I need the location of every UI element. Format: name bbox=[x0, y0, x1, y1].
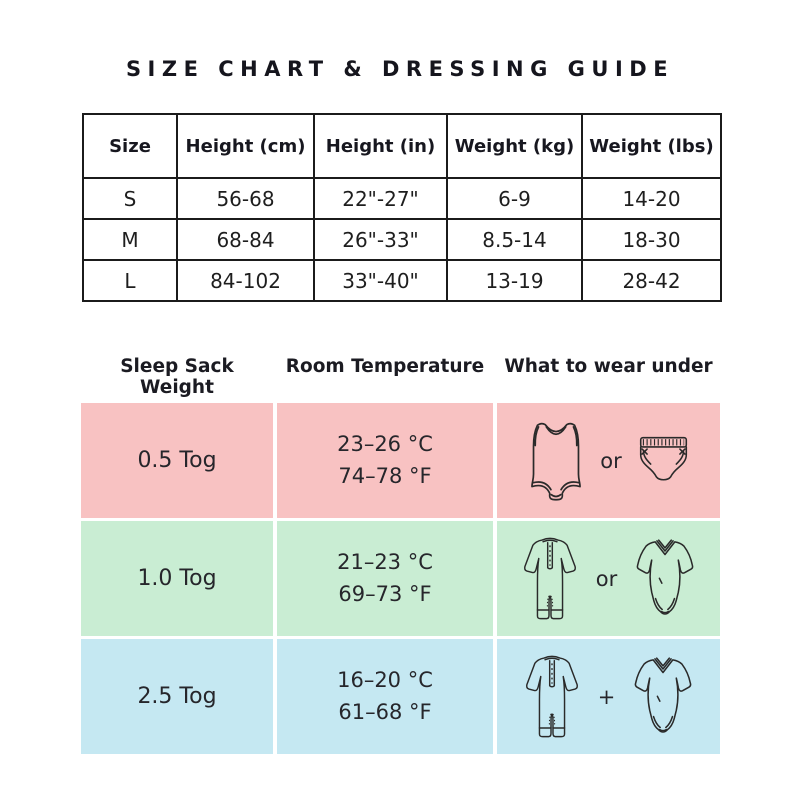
guide-header-what-to-wear-under: What to wear under bbox=[504, 356, 713, 377]
diaper-icon bbox=[635, 433, 692, 488]
tog-row-1-0: 1.0 Tog 21–23 °C 69–73 °F or bbox=[81, 521, 720, 636]
height-cm-cell: 68-84 bbox=[176, 218, 315, 261]
tog-label: 1.0 Tog bbox=[81, 521, 273, 636]
romper-icon bbox=[519, 653, 585, 741]
size-cell: S bbox=[82, 177, 178, 220]
height-cm-cell: 56-68 bbox=[176, 177, 315, 220]
weight-kg-cell: 8.5-14 bbox=[446, 218, 583, 261]
column-header-height-in: Height (in) bbox=[313, 113, 448, 179]
wear-under-cell: or bbox=[497, 521, 720, 636]
room-temperature-cell: 16–20 °C 61–68 °F bbox=[277, 639, 493, 754]
column-header-weight-lbs: Weight (lbs) bbox=[581, 113, 722, 179]
connector-text: or bbox=[595, 566, 618, 591]
size-table-header-row: Size Height (cm) Height (in) Weight (kg)… bbox=[82, 113, 722, 179]
column-header-size: Size bbox=[82, 113, 178, 179]
room-temperature-cell: 21–23 °C 69–73 °F bbox=[277, 521, 493, 636]
column-header-weight-kg: Weight (kg) bbox=[446, 113, 583, 179]
romper-icon bbox=[517, 535, 583, 623]
page-title: SIZE CHART & DRESSING GUIDE bbox=[125, 57, 675, 81]
size-cell: L bbox=[82, 259, 178, 302]
bodysuit-icon bbox=[630, 536, 700, 622]
height-in-cell: 33"-40" bbox=[313, 259, 448, 302]
temp-celsius: 23–26 °C bbox=[337, 432, 433, 456]
weight-lbs-cell: 28-42 bbox=[581, 259, 722, 302]
tog-label: 0.5 Tog bbox=[81, 403, 273, 518]
height-in-cell: 22"-27" bbox=[313, 177, 448, 220]
tog-row-0-5: 0.5 Tog 23–26 °C 74–78 °F or bbox=[81, 403, 720, 518]
connector-text: + bbox=[597, 684, 616, 709]
tog-row-2-5: 2.5 Tog 16–20 °C 61–68 °F + bbox=[81, 639, 720, 754]
temp-celsius: 16–20 °C bbox=[337, 668, 433, 692]
size-row-s: S 56-68 22"-27" 6-9 14-20 bbox=[82, 177, 722, 220]
wear-under-cell: or bbox=[497, 403, 720, 518]
size-table: Size Height (cm) Height (in) Weight (kg)… bbox=[82, 113, 722, 302]
temp-celsius: 21–23 °C bbox=[337, 550, 433, 574]
temp-fahrenheit: 61–68 °F bbox=[338, 699, 432, 724]
guide-header-room-temperature: Room Temperature bbox=[285, 356, 485, 377]
guide-header-row: Sleep Sack Weight Room Temperature What … bbox=[81, 356, 720, 398]
height-in-cell: 26"-33" bbox=[313, 218, 448, 261]
dressing-guide-grid: 0.5 Tog 23–26 °C 74–78 °F or 1.0 Tog 21–… bbox=[81, 403, 720, 754]
connector-text: or bbox=[600, 448, 622, 473]
column-header-height-cm: Height (cm) bbox=[176, 113, 315, 179]
weight-kg-cell: 6-9 bbox=[446, 177, 583, 220]
temp-fahrenheit: 69–73 °F bbox=[338, 581, 432, 606]
size-row-l: L 84-102 33"-40" 13-19 28-42 bbox=[82, 259, 722, 302]
weight-lbs-cell: 18-30 bbox=[581, 218, 722, 261]
weight-lbs-cell: 14-20 bbox=[581, 177, 722, 220]
bodysuit-icon bbox=[628, 654, 698, 740]
wear-under-cell: + bbox=[497, 639, 720, 754]
room-temperature-cell: 23–26 °C 74–78 °F bbox=[277, 403, 493, 518]
tank-bodysuit-icon bbox=[525, 419, 587, 503]
height-cm-cell: 84-102 bbox=[176, 259, 315, 302]
guide-header-sleep-sack-weight: Sleep Sack Weight bbox=[120, 356, 234, 398]
temp-fahrenheit: 74–78 °F bbox=[338, 463, 432, 488]
weight-kg-cell: 13-19 bbox=[446, 259, 583, 302]
tog-label: 2.5 Tog bbox=[81, 639, 273, 754]
size-row-m: M 68-84 26"-33" 8.5-14 18-30 bbox=[82, 218, 722, 261]
size-cell: M bbox=[82, 218, 178, 261]
